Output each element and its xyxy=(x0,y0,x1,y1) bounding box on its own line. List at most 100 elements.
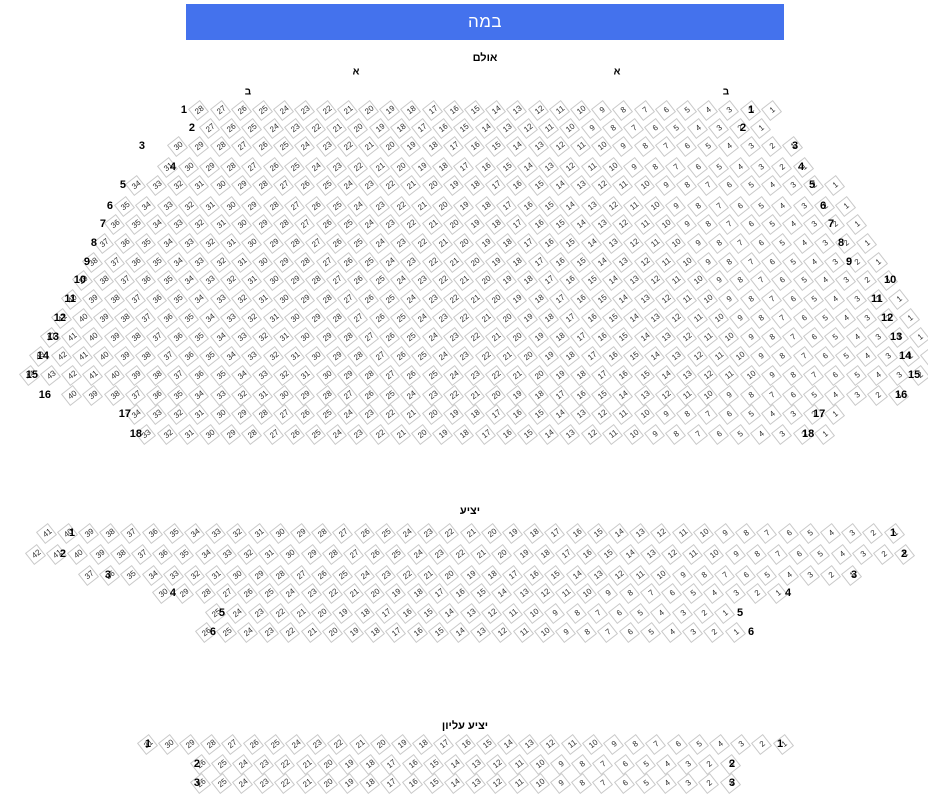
seat[interactable]: 8 xyxy=(618,582,640,604)
seat[interactable]: 33 xyxy=(209,288,231,310)
seat[interactable]: 16 xyxy=(495,423,517,445)
seat[interactable]: 13 xyxy=(495,117,517,139)
seat[interactable]: 16 xyxy=(569,288,591,310)
seat[interactable]: 3 xyxy=(739,135,761,157)
seat[interactable]: 37 xyxy=(77,564,99,586)
seat[interactable]: 19 xyxy=(453,195,475,217)
seat[interactable]: 26 xyxy=(189,772,211,794)
seat[interactable]: 11 xyxy=(560,733,582,755)
seat[interactable]: 18 xyxy=(480,564,502,586)
seat[interactable]: 15 xyxy=(485,135,507,157)
seat[interactable]: 16 xyxy=(569,384,591,406)
seat[interactable]: 28 xyxy=(194,582,216,604)
seat[interactable]: 12 xyxy=(686,345,708,367)
seat[interactable]: 26 xyxy=(389,345,411,367)
seat[interactable]: 18 xyxy=(359,772,381,794)
seat[interactable]: 27 xyxy=(368,345,390,367)
seat[interactable]: 25 xyxy=(273,135,295,157)
seat[interactable]: 12 xyxy=(612,213,634,235)
seat[interactable]: 12 xyxy=(601,195,623,217)
seat[interactable]: 33 xyxy=(145,174,167,196)
seat[interactable]: 8 xyxy=(739,384,761,406)
seat[interactable]: 35 xyxy=(162,522,184,544)
seat[interactable]: 2 xyxy=(872,543,894,565)
seat[interactable]: 25 xyxy=(332,564,354,586)
seat[interactable]: 23 xyxy=(253,772,275,794)
seat[interactable]: 22 xyxy=(368,423,390,445)
seat[interactable]: 24 xyxy=(347,195,369,217)
seat[interactable]: 21 xyxy=(410,195,432,217)
seat[interactable]: 11 xyxy=(548,99,570,121)
seat[interactable]: 8 xyxy=(707,232,729,254)
seat[interactable]: 13 xyxy=(639,543,661,565)
seat[interactable]: 16 xyxy=(506,403,528,425)
seat[interactable]: 11 xyxy=(682,543,704,565)
seat[interactable]: 41 xyxy=(61,326,83,348)
seat[interactable]: 17 xyxy=(527,251,549,273)
seat[interactable]: 26 xyxy=(364,543,386,565)
seat[interactable]: 1 xyxy=(845,213,867,235)
seat[interactable]: 30 xyxy=(279,543,301,565)
seat[interactable]: 17 xyxy=(516,232,538,254)
seat[interactable]: 41 xyxy=(35,522,57,544)
seat[interactable]: 16 xyxy=(448,582,470,604)
seat[interactable]: 24 xyxy=(304,156,326,178)
seat[interactable]: 25 xyxy=(251,99,273,121)
seat[interactable]: 15 xyxy=(470,582,492,604)
seat[interactable]: 10 xyxy=(523,602,545,624)
seat[interactable]: 1 xyxy=(834,195,856,217)
seat[interactable]: 32 xyxy=(226,522,248,544)
seat[interactable]: 4 xyxy=(813,269,835,291)
seat[interactable]: 10 xyxy=(686,269,708,291)
seat[interactable]: 32 xyxy=(188,213,210,235)
seat[interactable]: 17 xyxy=(569,326,591,348)
seat[interactable]: 8 xyxy=(665,423,687,445)
seat[interactable]: 13 xyxy=(465,753,487,775)
seat[interactable]: 3 xyxy=(841,522,863,544)
seat[interactable]: 34 xyxy=(209,326,231,348)
seat[interactable]: 6 xyxy=(803,326,825,348)
seat[interactable]: 35 xyxy=(173,543,195,565)
seat[interactable]: 34 xyxy=(135,195,157,217)
seat[interactable]: 25 xyxy=(210,772,232,794)
seat[interactable]: 7 xyxy=(686,423,708,445)
seat[interactable]: 21 xyxy=(400,174,422,196)
seat[interactable]: 18 xyxy=(412,733,434,755)
seat[interactable]: 29 xyxy=(251,213,273,235)
seat[interactable]: 2 xyxy=(698,772,720,794)
seat[interactable]: 29 xyxy=(336,364,358,386)
seat[interactable]: 17 xyxy=(554,543,576,565)
seat[interactable]: 3 xyxy=(845,288,867,310)
seat[interactable]: 24 xyxy=(395,522,417,544)
seat[interactable]: 5 xyxy=(824,326,846,348)
seat[interactable]: 21 xyxy=(459,522,481,544)
seat[interactable]: 21 xyxy=(295,753,317,775)
seat[interactable]: 14 xyxy=(633,326,655,348)
seat[interactable]: 23 xyxy=(247,602,269,624)
seat[interactable]: 13 xyxy=(569,403,591,425)
seat[interactable]: 20 xyxy=(357,99,379,121)
seat[interactable]: 22 xyxy=(474,345,496,367)
seat[interactable]: 17 xyxy=(410,117,432,139)
seat[interactable]: 17 xyxy=(427,582,449,604)
seat[interactable]: 20 xyxy=(316,772,338,794)
seat[interactable]: 24 xyxy=(389,269,411,291)
seat[interactable]: 6 xyxy=(686,156,708,178)
seat[interactable]: 25 xyxy=(400,326,422,348)
seat[interactable]: 4 xyxy=(777,564,799,586)
seat[interactable]: 3 xyxy=(771,423,793,445)
seat[interactable]: 19 xyxy=(527,326,549,348)
seat[interactable]: 29 xyxy=(283,269,305,291)
seat[interactable]: 7 xyxy=(739,251,761,273)
seat[interactable]: 23 xyxy=(442,326,464,348)
seat[interactable]: 21 xyxy=(348,733,370,755)
seat[interactable]: 19 xyxy=(548,364,570,386)
seat[interactable]: 8 xyxy=(771,345,793,367)
seat[interactable]: 18 xyxy=(559,345,581,367)
seat[interactable]: 35 xyxy=(124,213,146,235)
seat[interactable]: 34 xyxy=(194,543,216,565)
seat[interactable]: 28 xyxy=(326,307,348,329)
seat[interactable]: 19 xyxy=(342,621,364,643)
seat[interactable]: 10 xyxy=(728,345,750,367)
seat[interactable]: 8 xyxy=(601,117,623,139)
